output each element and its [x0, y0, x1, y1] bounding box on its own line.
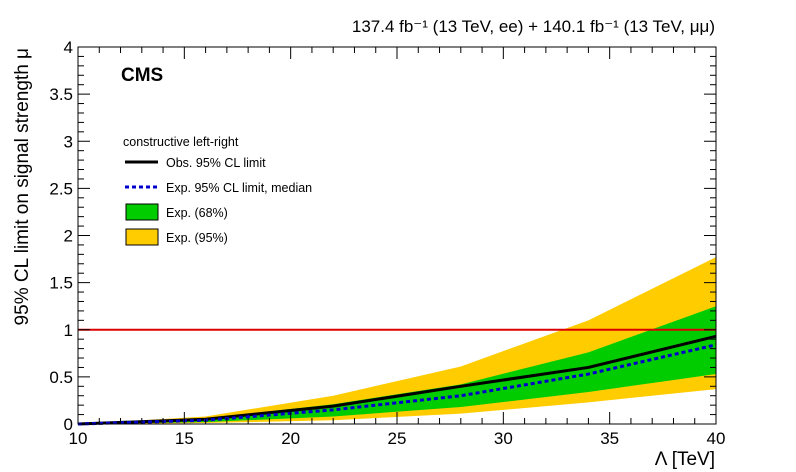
y-axis-title: 95% CL limit on signal strength μ — [12, 48, 33, 325]
y-tick-label: 3.5 — [49, 85, 73, 104]
legend-header: constructive left-right — [123, 135, 239, 149]
x-tick-label: 15 — [175, 429, 194, 448]
legend-95-label: Exp. (95%) — [166, 231, 228, 245]
axis-ticks — [77, 46, 717, 425]
legend-95-swatch — [125, 228, 159, 246]
x-axis-title: Λ [TeV] — [655, 449, 715, 470]
x-tick-label: 25 — [388, 429, 407, 448]
legend-68-label: Exp. (68%) — [166, 206, 228, 220]
expected-bands — [78, 257, 716, 424]
experiment-label: CMS — [121, 65, 163, 86]
y-tick-label: 3 — [64, 132, 73, 151]
x-tick-label: 30 — [494, 429, 513, 448]
legend-obs-label: Obs. 95% CL limit — [166, 156, 266, 170]
band-68 — [78, 306, 716, 424]
y-tick-label: 0.5 — [49, 368, 73, 387]
x-tick-label: 20 — [281, 429, 300, 448]
y-tick-label: 0 — [64, 415, 73, 434]
legend-exp-label: Exp. 95% CL limit, median — [166, 181, 312, 195]
x-tick-label: 35 — [600, 429, 619, 448]
x-tick-labels: 10 15 20 25 30 35 40 — [69, 429, 726, 448]
legend-68-swatch — [125, 203, 159, 221]
x-tick-label: 40 — [707, 429, 726, 448]
luminosity-label: 137.4 fb⁻¹ (13 TeV, ee) + 140.1 fb⁻¹ (13… — [352, 17, 715, 36]
y-tick-label: 4 — [64, 38, 73, 57]
y-tick-labels: 0 0.5 1 1.5 2 2.5 3 3.5 4 — [49, 38, 73, 434]
y-tick-label: 1 — [64, 321, 73, 340]
y-tick-label: 2 — [64, 227, 73, 246]
y-tick-label: 1.5 — [49, 274, 73, 293]
legend: constructive left-right Obs. 95% CL limi… — [123, 135, 312, 246]
y-tick-label: 2.5 — [49, 179, 73, 198]
x-tick-label: 10 — [69, 429, 88, 448]
